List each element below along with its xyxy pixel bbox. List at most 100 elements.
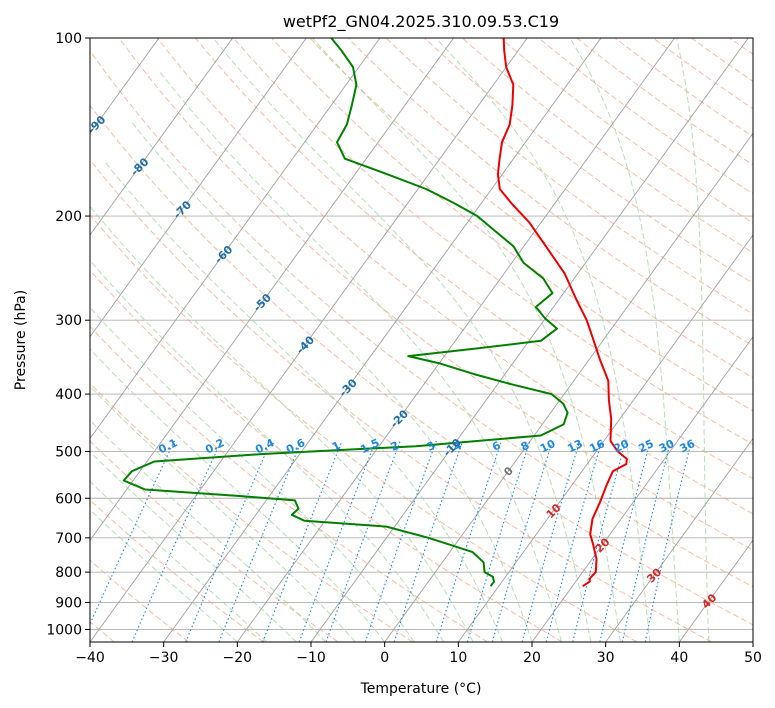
y-tick-label: 900	[55, 595, 82, 611]
mixing-ratio-line	[466, 440, 531, 642]
mixing-ratio-label: 1.5	[358, 436, 381, 456]
isotherm-line	[605, 437, 753, 642]
mixing-ratio-line	[325, 440, 401, 642]
mixing-ratio-line	[599, 440, 652, 642]
x-tick-label: −30	[149, 650, 179, 666]
moist-adiabat-line	[90, 306, 415, 642]
moist-adiabat-line	[435, 38, 651, 642]
isotherm-line	[457, 234, 753, 642]
dry-adiabat-line	[538, 38, 753, 195]
x-tick-label: −20	[223, 650, 253, 666]
y-tick-label: 1000	[46, 622, 82, 638]
plot-area: 0.1 0.2 0.4 0.6 1 1.5 2 3 4 6 8 10 13 16 20 25 30 36-100-…	[0, 38, 775, 642]
dry-adiabat-line	[90, 325, 488, 642]
dry-adiabat-line	[729, 38, 753, 55]
isotherm-line	[0, 38, 12, 642]
moist-adiabat-line	[90, 509, 238, 642]
isotherm-label: -70	[171, 198, 194, 221]
moist-adiabat-line	[212, 38, 592, 642]
mixing-ratio-label: 36	[678, 437, 698, 456]
isotherm-line	[531, 335, 753, 642]
isotherm-line	[384, 132, 753, 642]
dry-adiabat-line	[90, 499, 264, 642]
dry-adiabat-line	[118, 38, 753, 551]
dewpoint-profile	[122, 38, 569, 587]
y-axis-label: Pressure (hPa)	[13, 290, 29, 390]
moist-adiabat-line	[569, 38, 680, 642]
dry-adiabat-line	[385, 38, 753, 315]
dry-adiabat-line	[156, 38, 753, 515]
y-tick-label: 100	[55, 31, 82, 47]
mixing-ratio-line	[298, 440, 377, 642]
x-axis-ticks: −40 −30 −20 −10 0 10 20 30 40 50	[75, 642, 762, 666]
line-labels: 0.1 0.2 0.4 0.6 1 1.5 2 3 4 6 8 10 13 16 20 25 30 36-100-…	[90, 113, 720, 611]
isotherm-line	[90, 38, 528, 642]
dry-adiabat-line	[233, 38, 753, 445]
x-tick-label: 30	[597, 650, 615, 666]
mixing-ratio-line	[218, 440, 303, 642]
dry-adiabat-line	[90, 214, 638, 642]
dry-adiabat-line	[90, 269, 563, 642]
dry-adiabat-line	[424, 38, 753, 284]
isotherm-line	[310, 38, 749, 642]
x-tick-label: −10	[296, 650, 326, 666]
mixing-ratio-label: 10	[538, 437, 558, 456]
chart-title: wetPf2_GN04.2025.310.09.53.C19	[283, 12, 559, 32]
dry-adiabat-line	[500, 38, 753, 224]
isotherm-line	[90, 38, 233, 236]
x-tick-label: 10	[449, 650, 467, 666]
mixing-ratio-line	[393, 440, 464, 642]
isotherm-label: -50	[251, 291, 274, 314]
isotherm-line	[752, 641, 753, 642]
moist-adiabat-line	[130, 120, 533, 642]
isotherm-label: -30	[337, 376, 360, 399]
dry-adiabat-line	[90, 104, 753, 626]
mixing-ratio-line	[435, 440, 503, 642]
isotherm-line	[678, 539, 753, 642]
y-tick-label: 800	[55, 565, 82, 581]
mixing-ratio-label: 25	[636, 437, 655, 455]
x-tick-label: −40	[75, 650, 105, 666]
moist-adiabat-line	[90, 259, 445, 642]
dry-adiabat-line	[768, 38, 775, 642]
mixing-ratio-label: 20	[612, 437, 632, 456]
dry-adiabat-line	[195, 38, 753, 480]
isotherm-line	[236, 38, 675, 642]
dry-adiabat-line	[691, 38, 753, 82]
isotherm-label: -60	[212, 243, 235, 266]
x-tick-label: 40	[670, 650, 688, 666]
isotherm-label: -20	[388, 407, 411, 430]
mixing-ratio-line	[90, 440, 175, 626]
isotherm-label: 40	[699, 591, 719, 611]
x-tick-label: 0	[380, 650, 389, 666]
dry-adiabat-line	[90, 382, 414, 642]
y-tick-label: 700	[55, 531, 82, 547]
moist-adiabat-line	[90, 348, 386, 642]
pressure-gridlines	[90, 38, 753, 630]
moist-adiabat-line	[675, 38, 710, 642]
dry-adiabat-line	[576, 38, 753, 166]
mixing-ratio-line	[521, 440, 581, 642]
mixing-ratio-line	[491, 440, 554, 642]
mixing-ratio-label: 0.6	[284, 436, 308, 456]
mixing-ratio-label: 13	[565, 437, 584, 455]
moist-adiabat-line	[90, 419, 327, 642]
isotherm-line	[90, 38, 381, 440]
mixing-ratio-line	[644, 440, 693, 642]
sounding-series	[122, 38, 628, 588]
y-axis-ticks: 100 200 300 400 500 600 700 800 900 1000	[46, 31, 90, 638]
mixing-ratio-line	[131, 440, 222, 642]
mixing-ratio-line	[545, 440, 603, 642]
moist-adiabats	[90, 38, 710, 642]
isotherm-line	[90, 38, 307, 338]
isotherm-label: -80	[128, 155, 151, 178]
moist-adiabat-line	[104, 161, 503, 642]
dry-adiabat-line	[90, 159, 712, 642]
mixing-ratio-line	[572, 440, 627, 642]
moist-adiabat-line	[90, 451, 297, 642]
isotherm-label: 10	[544, 501, 564, 521]
dry-adiabat-line	[90, 50, 753, 588]
isotherm-line	[163, 38, 602, 642]
isotherm-label: 30	[644, 565, 664, 585]
y-tick-label: 400	[55, 387, 82, 403]
